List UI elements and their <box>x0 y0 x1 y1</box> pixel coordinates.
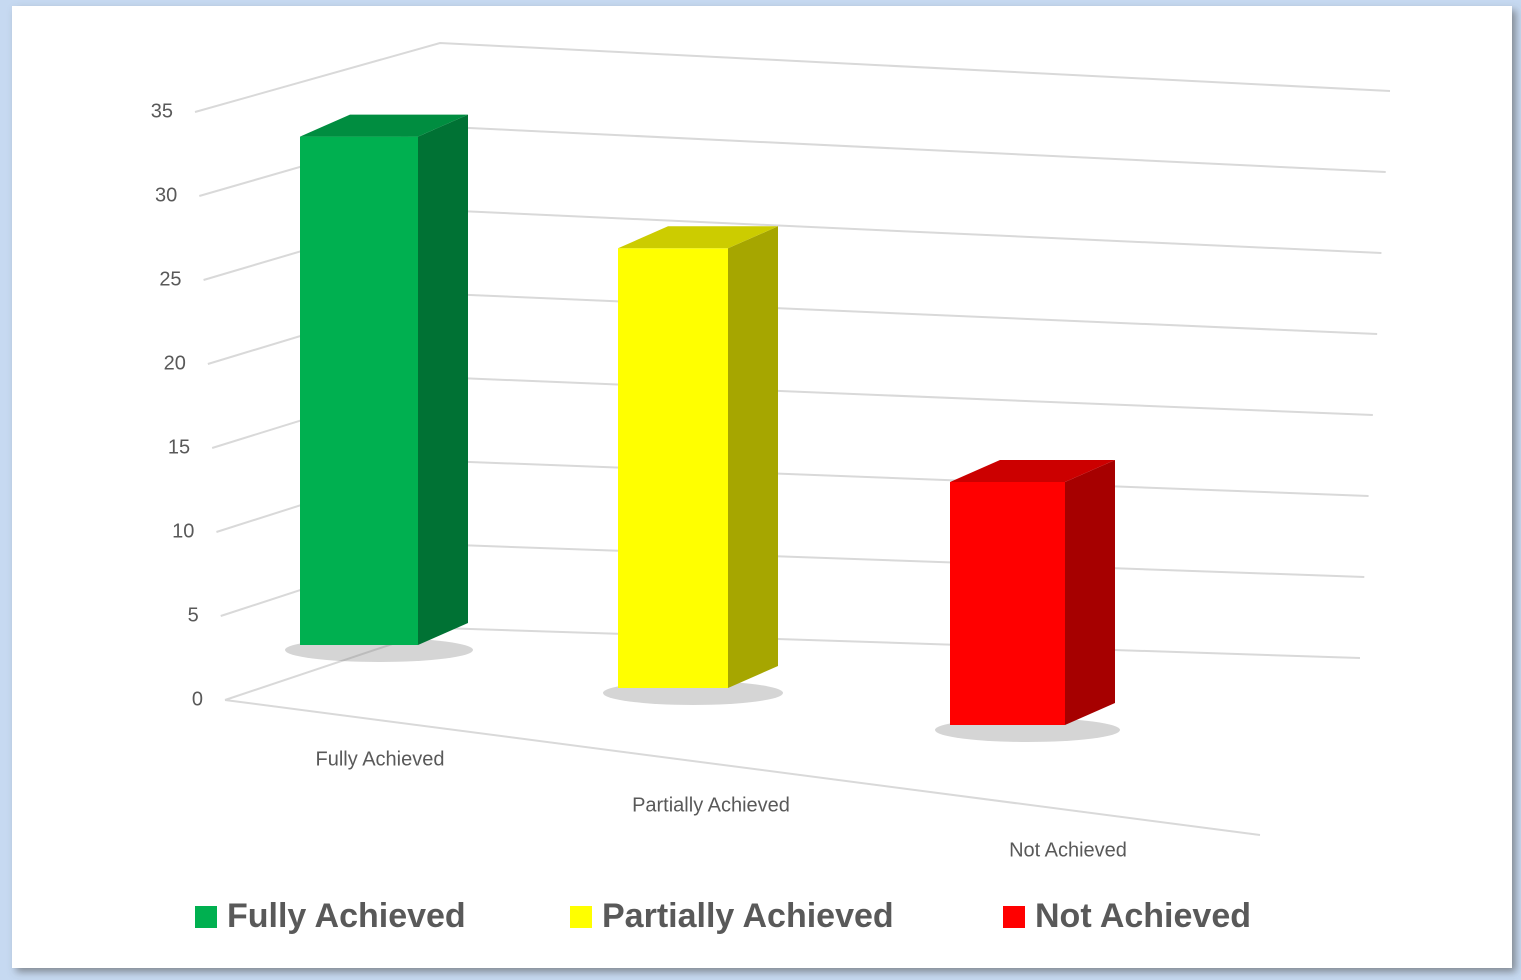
legend-label: Not Achieved <box>1035 897 1251 935</box>
bar <box>950 482 1065 725</box>
y-tick-label: 5 <box>188 604 199 626</box>
legend-swatch <box>1003 906 1025 928</box>
y-tick-label: 15 <box>168 436 190 458</box>
x-tick-label: Not Achieved <box>1009 839 1127 861</box>
x-tick-label: Partially Achieved <box>632 794 790 816</box>
bar-top <box>950 460 1115 482</box>
bar-top <box>618 226 778 249</box>
y-tick-label: 10 <box>172 520 194 542</box>
legend-swatch <box>195 906 217 928</box>
bar-side <box>1065 460 1115 725</box>
y-tick-label: 30 <box>155 184 177 206</box>
legend-label: Fully Achieved <box>227 897 466 935</box>
grid-line <box>194 41 1391 113</box>
bar <box>618 248 728 689</box>
bar-side <box>728 226 778 689</box>
bar-top <box>300 114 468 137</box>
legend-label: Partially Achieved <box>602 897 894 935</box>
legend-swatch <box>570 906 592 928</box>
y-tick-label: 35 <box>151 100 173 122</box>
bar-side <box>418 114 468 646</box>
y-tick-label: 25 <box>159 268 181 290</box>
bar <box>300 136 418 645</box>
y-tick-label: 20 <box>164 352 186 374</box>
y-tick-label: 0 <box>192 688 203 710</box>
floor-edge <box>224 699 1261 836</box>
x-tick-label: Fully Achieved <box>316 748 445 770</box>
